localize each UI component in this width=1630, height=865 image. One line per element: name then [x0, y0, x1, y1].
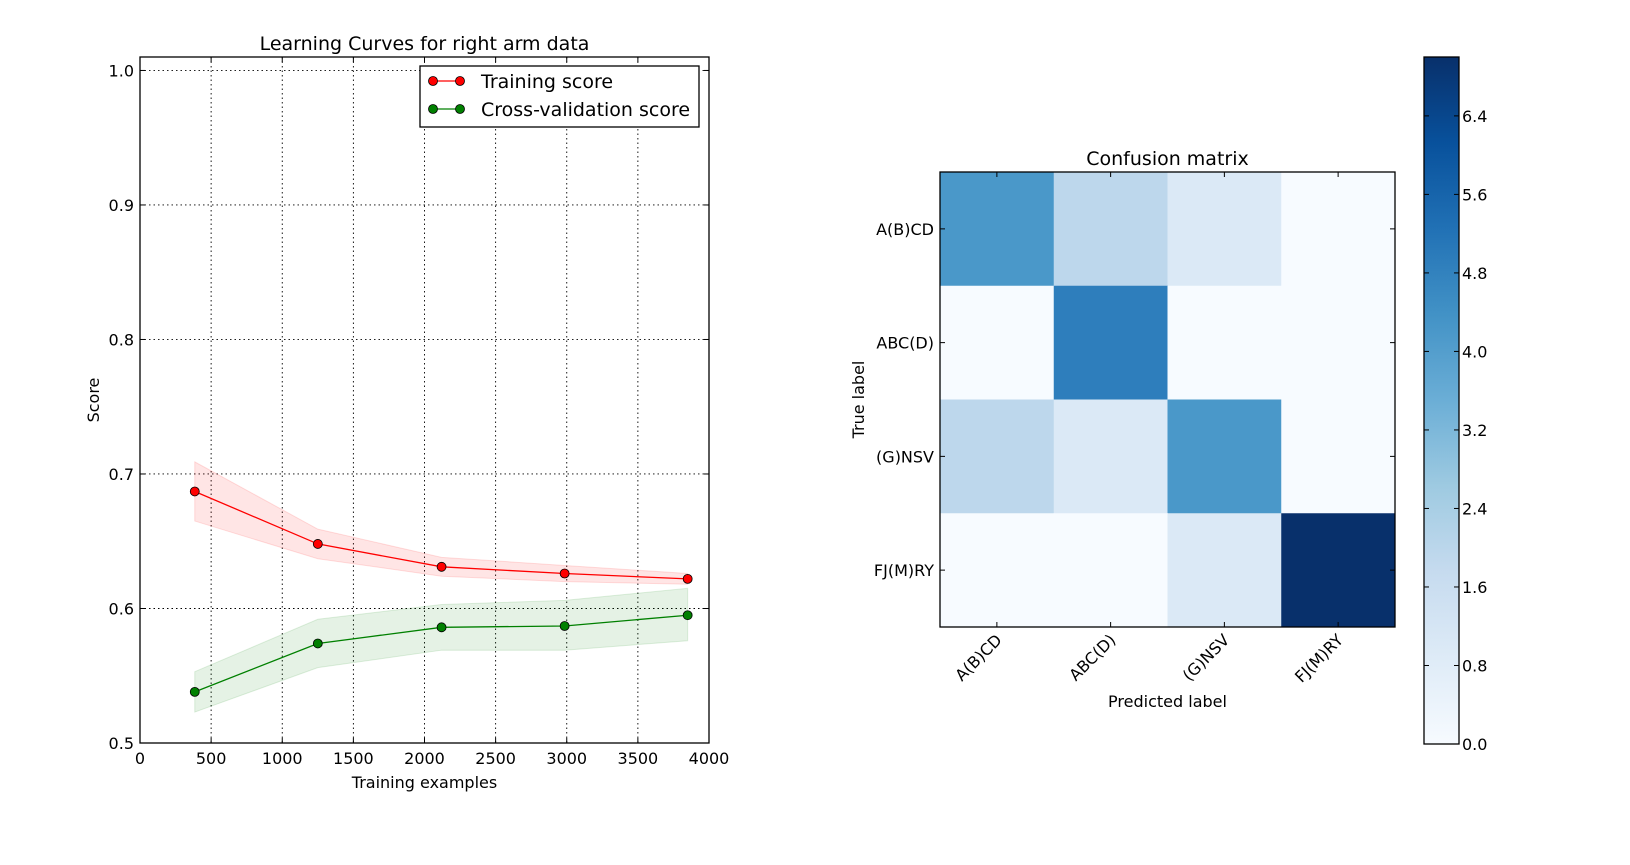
training-score-point [189, 486, 200, 497]
learning-curve-chart: 0 500 1000 1500 2000 2500 3000 3500 4000 0.5 0.6 0.… [84, 33, 729, 792]
colorbar-tick-label: 4.0 [1462, 342, 1487, 361]
confusion-matrix-cell [1281, 513, 1396, 628]
x-tick-label: 2000 [404, 749, 445, 768]
confusion-matrix-cell [940, 285, 1055, 400]
cv-score-point [189, 686, 200, 697]
predicted-label-tick: ABC(D) [1065, 630, 1119, 684]
y-tick-label: 0.7 [109, 465, 134, 484]
x-tick-label: 4000 [689, 749, 730, 768]
training-score-point [682, 573, 693, 584]
cv-score-point [559, 621, 570, 631]
training-score-band [194, 461, 689, 585]
predicted-label-tick: FJ(M)RY [1291, 630, 1347, 686]
cv-score-band [194, 587, 689, 713]
colorbar: 0.0 0.8 1.6 2.4 3.2 4.0 4.8 5.6 6.4 [1423, 56, 1487, 754]
learning-curve-title: Learning Curves for right arm data [260, 33, 590, 55]
training-score-point [312, 539, 323, 549]
confusion-matrix-cells [940, 172, 1396, 628]
cv-score-point [436, 622, 447, 633]
legend-cv-marker [428, 104, 438, 114]
cv-score-point [682, 610, 693, 621]
confusion-matrix-chart: A(B)CD ABC(D) (G)NSV FJ(M)RY A(B)CD ABC(D) (G)… [849, 56, 1487, 754]
true-label-tick: ABC(D) [876, 334, 934, 353]
predicted-label-tick: (G)NSV [1179, 630, 1233, 684]
confusion-matrix-frame [939, 171, 1396, 628]
colorbar-tick-label: 1.6 [1462, 578, 1487, 597]
confusion-matrix-y-axis-label: True label [849, 361, 868, 440]
y-tick-label: 0.8 [109, 330, 134, 349]
x-tick-label: 2500 [475, 749, 516, 768]
y-tick-label: 1.0 [109, 61, 134, 80]
confusion-matrix-cell [1167, 513, 1282, 628]
colorbar-tick-label: 4.8 [1462, 264, 1487, 283]
x-tick-label: 1000 [262, 749, 303, 768]
x-tick-label: 0 [135, 749, 145, 768]
colorbar-tick-label: 0.8 [1462, 656, 1487, 675]
legend-cv-marker [455, 104, 465, 114]
learning-curve-points [189, 486, 693, 697]
colorbar-tick-label: 6.4 [1462, 107, 1487, 126]
x-tick-label: 1500 [333, 749, 374, 768]
legend-training-label: Training score [480, 71, 613, 93]
colorbar-ticks: 0.0 0.8 1.6 2.4 3.2 4.0 4.8 5.6 6.4 [1424, 107, 1487, 754]
legend-training-marker [455, 76, 465, 86]
learning-curve-x-axis-label: Training examples [351, 773, 497, 792]
training-score-point [436, 561, 447, 572]
colorbar-gradient [1423, 56, 1460, 745]
true-label-tick: FJ(M)RY [874, 561, 934, 580]
colorbar-tick-label: 2.4 [1462, 499, 1487, 518]
learning-curve-bands [194, 461, 689, 713]
true-label-tick: A(B)CD [876, 220, 934, 239]
learning-curve-grid [140, 57, 709, 743]
learning-curve-legend: Training score Cross-validation score [419, 65, 700, 128]
learning-curve-ticks: 0 500 1000 1500 2000 2500 3000 3500 4000 0.5 0.6 0.… [109, 57, 730, 768]
x-tick-label: 3500 [618, 749, 659, 768]
learning-curve-y-axis-label: Score [84, 378, 103, 423]
confusion-matrix-cell [1167, 399, 1282, 514]
legend-cv-label: Cross-validation score [481, 99, 690, 121]
true-label-tick: (G)NSV [876, 447, 934, 466]
confusion-matrix-cell [1053, 513, 1168, 628]
y-tick-label: 0.6 [109, 599, 134, 618]
confusion-matrix-cell [1281, 399, 1396, 514]
confusion-matrix-cell [940, 399, 1055, 514]
confusion-matrix-cell [940, 513, 1055, 628]
x-tick-label: 3000 [546, 749, 587, 768]
legend-training-marker [428, 76, 438, 86]
y-tick-label: 0.5 [109, 734, 134, 753]
confusion-matrix-x-axis-label: Predicted label [1108, 692, 1227, 711]
x-tick-label: 500 [196, 749, 227, 768]
training-score-point [559, 568, 570, 579]
predicted-label-tick: A(B)CD [951, 630, 1005, 684]
confusion-matrix-cell [1281, 172, 1396, 287]
y-tick-label: 0.9 [109, 196, 134, 215]
colorbar-tick-label: 0.0 [1462, 735, 1487, 754]
colorbar-tick-label: 3.2 [1462, 421, 1487, 440]
confusion-matrix-cell [1167, 285, 1282, 400]
confusion-matrix-cell [1053, 285, 1168, 400]
confusion-matrix-cell [1053, 399, 1168, 514]
confusion-matrix-cell [1281, 285, 1396, 400]
confusion-matrix-title: Confusion matrix [1086, 148, 1248, 170]
colorbar-tick-label: 5.6 [1462, 185, 1487, 204]
legend-box [419, 65, 700, 128]
cv-score-point [312, 638, 323, 649]
confusion-matrix-cell [940, 172, 1055, 287]
confusion-matrix-cell [1053, 172, 1168, 287]
confusion-matrix-cell [1167, 172, 1282, 287]
